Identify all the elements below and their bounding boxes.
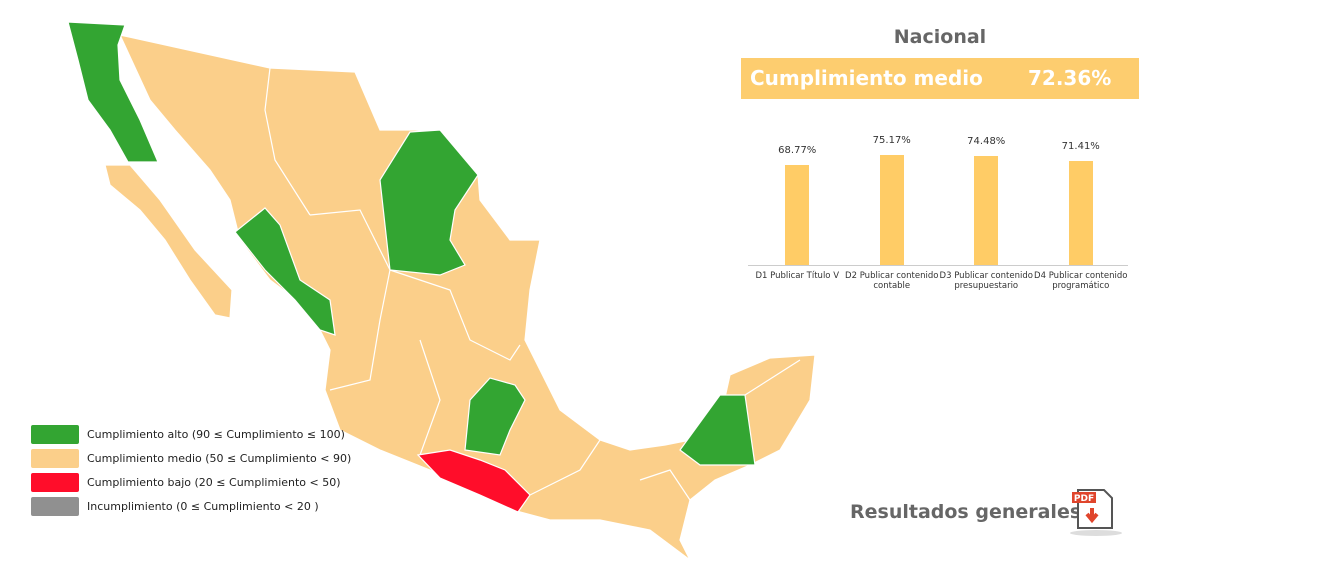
state (679, 394, 756, 466)
state (234, 207, 336, 336)
legend-label: Cumplimiento medio (50 ≤ Cumplimiento < … (87, 452, 352, 465)
summary-box: Cumplimiento medio 72.36% (741, 58, 1139, 99)
legend-swatch (31, 473, 79, 492)
state (379, 129, 479, 276)
value-label: 74.48% (967, 136, 1006, 148)
legend-swatch (31, 497, 79, 516)
value-label: 68.77% (778, 144, 817, 156)
map (67, 21, 816, 561)
state (67, 21, 159, 163)
x-tick-label: D1 Publicar Título V (755, 271, 840, 281)
state (416, 449, 531, 513)
legend-swatch (31, 449, 79, 468)
state (104, 164, 233, 319)
axis-line (748, 265, 1128, 266)
bar (785, 164, 810, 265)
chart-title: Nacional (893, 26, 987, 48)
pdf-text: PDF (1074, 494, 1094, 504)
x-tick-label: D3 Publicar contenido presupuestario (939, 271, 1033, 291)
x-tick-label: D4 Publicar contenido programático (1034, 271, 1128, 291)
pdf-icon[interactable]: PDF (1066, 486, 1126, 538)
value-label: 75.17% (872, 135, 911, 147)
value-label: 71.41% (1061, 140, 1100, 152)
summary-label: Cumplimiento medio (750, 66, 983, 90)
legend-label: Cumplimiento alto (90 ≤ Cumplimiento ≤ 1… (87, 428, 345, 441)
summary-value: 72.36% (1028, 66, 1112, 90)
legend-swatch (31, 425, 79, 444)
legend-label: Incumplimiento (0 ≤ Cumplimiento < 20 ) (87, 500, 319, 513)
bar (1068, 160, 1093, 265)
state (464, 377, 526, 456)
legend-label: Cumplimiento bajo (20 ≤ Cumplimiento < 5… (87, 476, 341, 489)
x-tick-label: D2 Publicar contenido contable (845, 271, 939, 291)
download-label: Resultados generales (850, 501, 1082, 523)
bar (879, 155, 904, 265)
bar-chart: 68.77% D1 Publicar Título V 75.17% D2 Publi… (741, 120, 1139, 310)
state (118, 34, 816, 561)
bar (974, 156, 999, 265)
